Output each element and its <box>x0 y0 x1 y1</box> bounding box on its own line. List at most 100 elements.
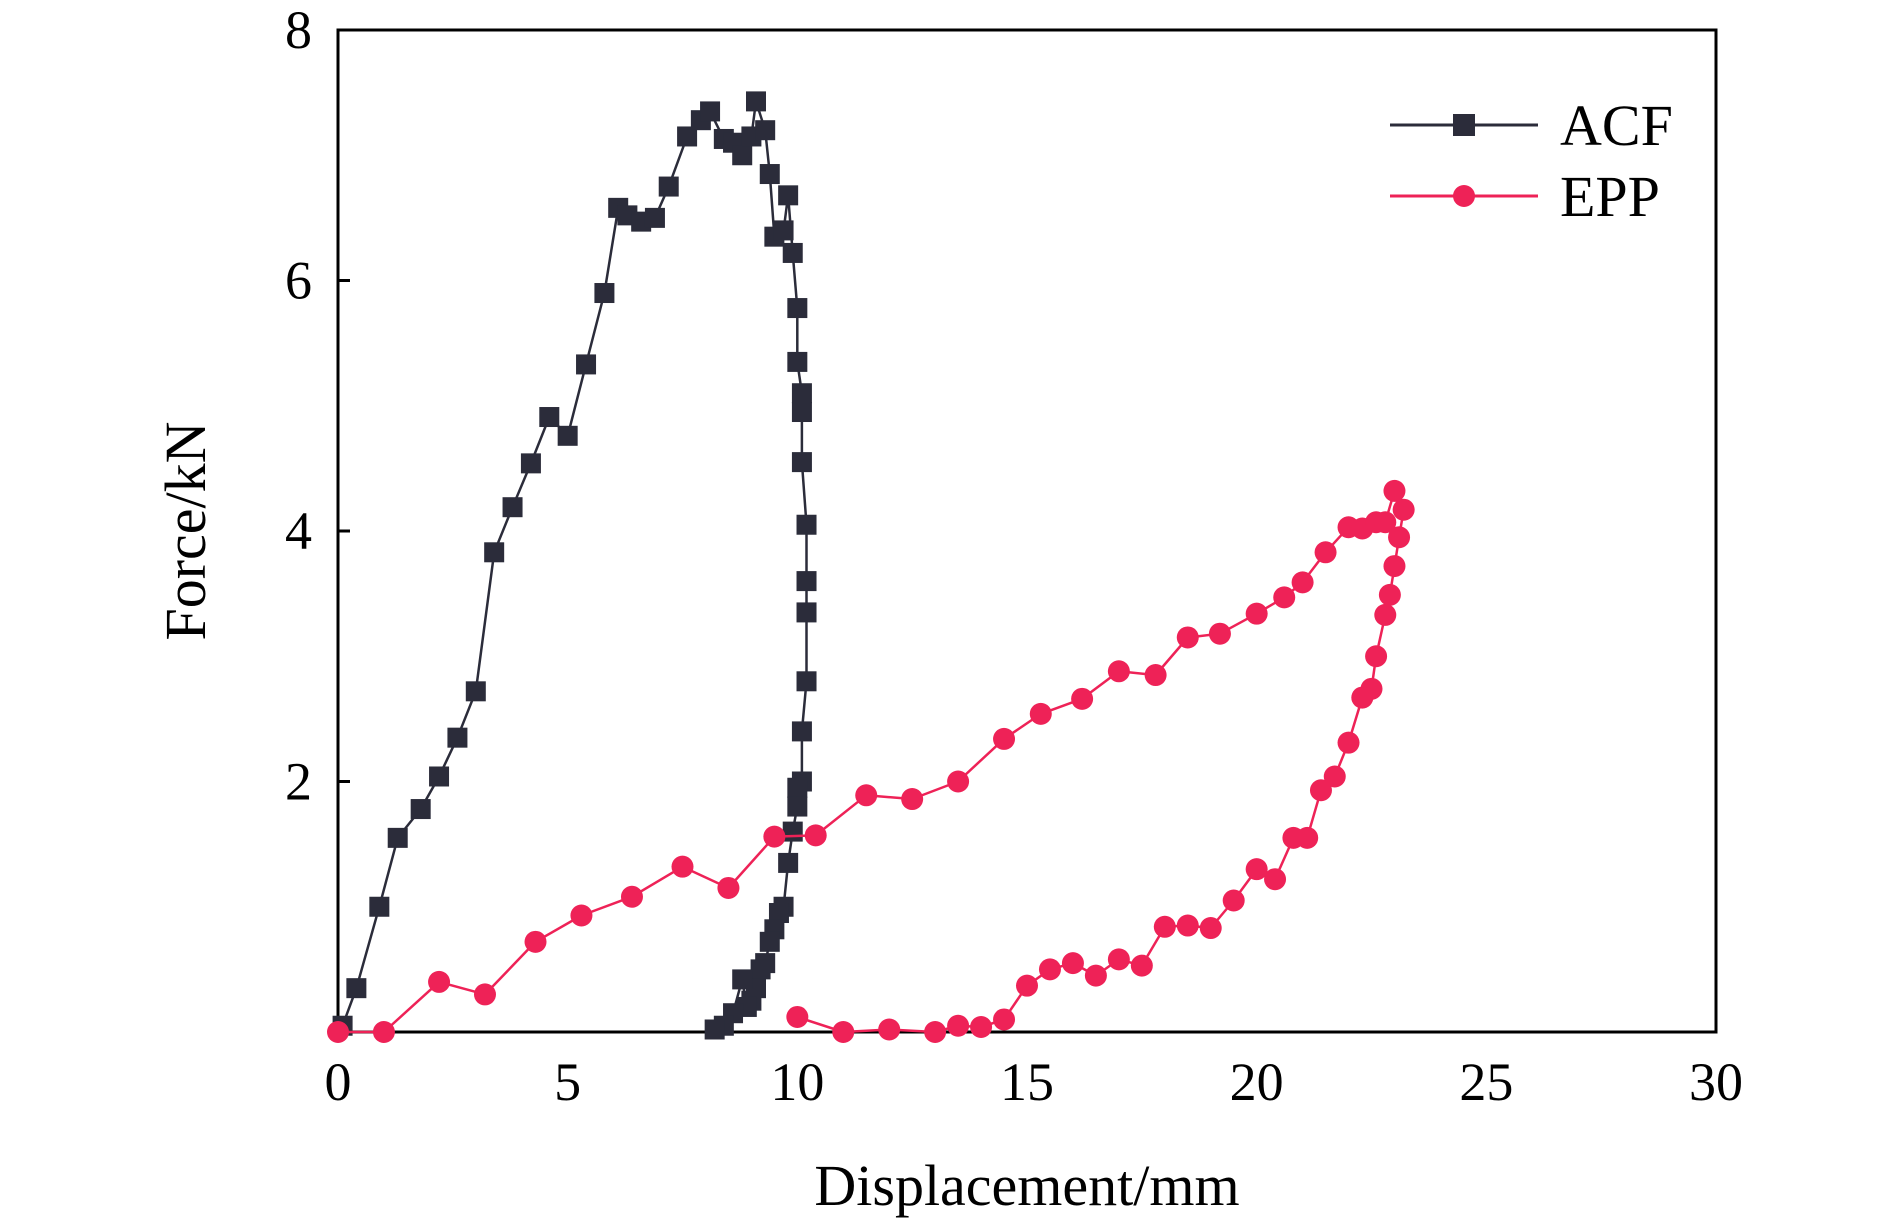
data-point-acf <box>782 242 803 263</box>
data-point-acf <box>787 351 808 372</box>
data-point-epp <box>327 1021 349 1043</box>
data-point-epp <box>1245 858 1268 881</box>
data-point-epp <box>924 1021 947 1043</box>
data-point-epp <box>1153 915 1176 938</box>
data-point-epp <box>1176 626 1199 649</box>
data-point-epp <box>1309 779 1332 802</box>
data-point-acf <box>539 407 560 428</box>
y-tick-label: 8 <box>285 0 312 60</box>
data-point-acf <box>369 896 390 917</box>
legend-label-epp: EPP <box>1560 164 1660 229</box>
data-point-epp <box>1029 702 1052 725</box>
data-point-acf <box>410 799 431 820</box>
data-point-epp <box>1374 603 1397 626</box>
data-point-acf <box>796 571 817 592</box>
data-point-epp <box>717 876 740 899</box>
data-point-epp <box>1222 889 1245 912</box>
data-point-epp <box>1084 964 1107 987</box>
data-point-epp <box>901 788 924 811</box>
data-point-epp <box>970 1015 993 1038</box>
series-layer <box>327 91 1415 1043</box>
data-point-epp <box>620 885 643 908</box>
data-point-acf <box>796 602 817 623</box>
x-tick-label: 25 <box>1459 1052 1513 1112</box>
data-point-epp <box>1282 826 1305 849</box>
data-point-epp <box>1378 583 1401 606</box>
data-point-acf <box>796 671 817 692</box>
data-point-epp <box>671 855 694 878</box>
data-point-epp <box>1144 664 1167 687</box>
data-point-acf <box>791 383 812 404</box>
legend-marker-acf <box>1453 114 1475 136</box>
data-point-epp <box>993 727 1016 750</box>
data-point-epp <box>1291 571 1314 594</box>
data-point-acf <box>502 497 523 518</box>
data-point-acf <box>704 1019 725 1040</box>
plot-frame <box>336 28 1718 1034</box>
data-point-acf <box>745 91 766 112</box>
data-point-epp <box>524 930 547 953</box>
data-point-epp <box>947 1014 970 1037</box>
data-point-epp <box>786 1005 809 1028</box>
data-point-acf <box>787 796 808 817</box>
data-point-acf <box>778 852 799 873</box>
data-point-epp <box>1323 765 1346 788</box>
data-point-acf <box>732 145 753 166</box>
data-point-acf <box>594 283 615 304</box>
series-line-epp <box>338 489 1405 1034</box>
data-point-epp <box>804 824 827 847</box>
data-point-epp <box>1061 952 1084 975</box>
data-point-acf <box>387 827 408 848</box>
x-tick-label: 30 <box>1689 1052 1743 1112</box>
y-tick-label: 2 <box>285 752 312 812</box>
data-point-epp <box>1374 511 1397 534</box>
data-point-epp <box>1176 914 1199 937</box>
data-point-acf <box>520 453 541 474</box>
data-point-acf <box>644 207 665 228</box>
data-point-epp <box>878 1018 901 1041</box>
data-point-acf <box>465 681 486 702</box>
data-point-acf <box>791 402 812 423</box>
data-point-acf <box>759 931 780 952</box>
y-tick-label: 6 <box>285 251 312 311</box>
x-axis-title: Displacement/mm <box>814 1153 1239 1218</box>
data-point-acf <box>755 120 776 141</box>
data-point-epp <box>763 825 786 848</box>
data-point-acf <box>677 126 698 147</box>
data-point-epp <box>1383 479 1406 502</box>
legend-item-epp: EPP <box>1390 164 1660 229</box>
data-point-epp <box>1107 660 1130 683</box>
data-point-acf <box>773 220 794 241</box>
data-point-acf <box>782 821 803 842</box>
data-point-epp <box>832 1021 855 1043</box>
series-acf <box>332 91 817 1040</box>
data-point-epp <box>1383 555 1406 578</box>
y-tick-label: 4 <box>285 501 312 561</box>
data-point-acf <box>768 903 789 924</box>
data-point-acf <box>791 721 812 742</box>
data-point-epp <box>855 784 878 807</box>
data-point-epp <box>1365 645 1388 668</box>
data-point-epp <box>1208 622 1231 645</box>
x-tick-label: 10 <box>770 1052 824 1112</box>
data-point-epp <box>570 904 593 927</box>
x-tick-label: 15 <box>1000 1052 1054 1112</box>
data-point-acf <box>732 969 753 990</box>
data-point-acf <box>750 959 771 980</box>
x-tick-label: 5 <box>554 1052 581 1112</box>
x-tick-label: 20 <box>1230 1052 1284 1112</box>
series-epp <box>327 479 1415 1043</box>
data-point-acf <box>796 514 817 535</box>
axis-ticks: 0 5 10 15 20 25 30 2 4 6 8 <box>285 0 1743 1112</box>
legend: ACF EPP <box>1390 93 1673 229</box>
legend-marker-epp <box>1453 185 1475 207</box>
data-point-acf <box>787 298 808 319</box>
data-point-epp <box>428 970 451 993</box>
data-point-epp <box>1130 954 1153 977</box>
data-point-epp <box>1245 602 1268 625</box>
data-point-epp <box>1314 541 1337 564</box>
y-axis-title: Force/kN <box>153 421 218 640</box>
data-point-epp <box>1071 687 1094 710</box>
data-point-acf <box>576 354 597 375</box>
